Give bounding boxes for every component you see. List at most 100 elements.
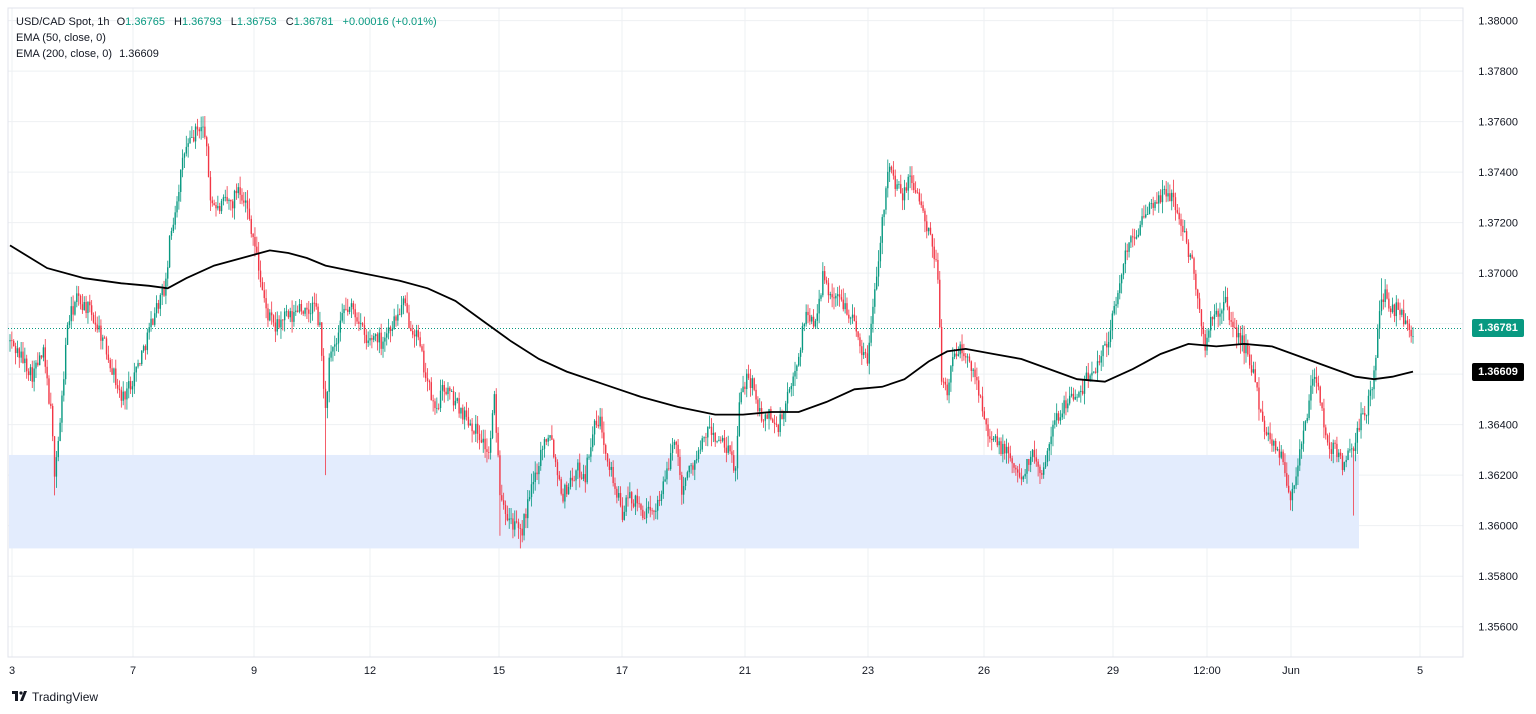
candle-body-down [256, 246, 258, 253]
candle-body-down [1143, 216, 1145, 218]
candle-body-up [1297, 465, 1299, 477]
candle-body-down [478, 433, 481, 441]
candle-body-up [736, 435, 739, 469]
candle-body-up [293, 311, 295, 322]
candle-body-down [1133, 237, 1136, 239]
candle-body-up [350, 303, 353, 307]
candle-body-down [107, 354, 110, 360]
candle-body-up [829, 294, 831, 296]
time-tick-label: 9 [251, 665, 257, 677]
candle-body-down [866, 353, 869, 364]
candle-body-up [194, 126, 197, 142]
candle-body-up [1089, 375, 1091, 380]
candle-body-down [1217, 310, 1219, 317]
candle-body-up [690, 465, 692, 467]
candle-body-up [1371, 389, 1373, 391]
ema200-label[interactable]: EMA (200, close, 0) [16, 48, 112, 60]
candle-body-up [688, 465, 690, 473]
candle-body-down [1011, 458, 1013, 464]
candle-body-up [1206, 337, 1208, 351]
candle-body-down [1065, 400, 1067, 409]
candle-body-up [1391, 304, 1394, 313]
time-tick-label: 12:00 [1193, 665, 1221, 677]
candle-body-up [547, 437, 549, 442]
candle-body-down [1382, 299, 1385, 302]
candle-body-down [861, 346, 863, 356]
candle-body-down [1336, 443, 1338, 458]
candle-body-up [1150, 203, 1153, 204]
candle-body-up [510, 518, 512, 520]
candle-body-up [1054, 420, 1056, 425]
candle-body-down [942, 381, 945, 383]
last-price-tag: 1.36781 [1472, 319, 1524, 338]
candle-body-up [751, 378, 754, 389]
candle-body-down [1041, 473, 1043, 475]
candle-body-up [367, 340, 369, 344]
candle-body-down [636, 495, 638, 504]
candle-body-up [721, 437, 724, 441]
candle-body-down [933, 246, 935, 260]
candle-body-down [772, 419, 774, 423]
candle-body-up [1210, 316, 1212, 331]
candle-body-up [738, 402, 741, 436]
ohlc-row: USD/CAD Spot, 1h O1.36765 H1.36793 L1.36… [16, 14, 443, 30]
candle-body-up [625, 497, 627, 512]
candle-body-down [515, 521, 518, 523]
candle-body-down [322, 355, 325, 389]
candle-body-down [1319, 386, 1321, 403]
candle-body-up [888, 166, 891, 172]
candle-body-up [1362, 413, 1364, 414]
candle-body-down [250, 218, 252, 234]
candle-body-up [441, 384, 444, 391]
candle-body-up [1145, 214, 1147, 218]
candle-body-up [289, 311, 291, 318]
candle-body-down [809, 315, 811, 322]
candle-body-down [1033, 449, 1036, 458]
candle-body-down [935, 259, 937, 260]
candle-body-down [22, 351, 24, 364]
candle-body-up [1189, 254, 1192, 257]
candle-body-up [567, 486, 570, 495]
candle-body-down [996, 436, 998, 446]
candle-body-down [1028, 459, 1030, 465]
candle-body-up [161, 288, 163, 296]
candle-body-down [924, 210, 926, 222]
candle-body-up [1026, 459, 1028, 474]
candle-body-up [950, 366, 952, 383]
candle-body-down [1247, 343, 1249, 355]
candle-body-up [811, 316, 813, 322]
candle-body-down [512, 518, 514, 530]
candle-body-up [1067, 403, 1069, 409]
time-tick-label: 12 [364, 665, 376, 677]
candle-body-down [371, 338, 373, 340]
candle-body-up [998, 441, 1000, 446]
candle-body-up [798, 356, 800, 366]
candle-body-down [1408, 323, 1410, 331]
tradingview-footer[interactable]: TradingView [12, 690, 98, 704]
candle-body-down [731, 451, 733, 456]
candle-body-up [319, 322, 321, 326]
candle-body-up [1135, 236, 1138, 239]
candle-body-down [265, 298, 267, 309]
candle-body-down [476, 423, 479, 434]
candle-body-up [1070, 393, 1073, 396]
candle-body-up [1074, 396, 1076, 400]
candle-body-down [1261, 411, 1264, 421]
candle-body-down [1198, 298, 1201, 310]
candle-body-up [540, 449, 542, 467]
candle-body-down [226, 196, 228, 202]
candle-body-down [92, 314, 95, 323]
time-axis[interactable]: 3 7 9 12 15 17 21 23 26 29 12:00 Jun 5 [9, 665, 1423, 677]
candle-body-up [564, 484, 566, 502]
candle-body-down [649, 506, 651, 511]
candle-body-up [373, 336, 375, 340]
candle-body-down [452, 391, 455, 406]
candle-body-up [849, 317, 852, 319]
candle-body-down [96, 324, 98, 330]
symbol-label[interactable]: USD/CAD Spot, 1h [16, 16, 110, 28]
candle-body-down [677, 444, 679, 457]
ema50-label[interactable]: EMA (50, close, 0) [16, 32, 106, 44]
candle-body-up [142, 346, 145, 351]
